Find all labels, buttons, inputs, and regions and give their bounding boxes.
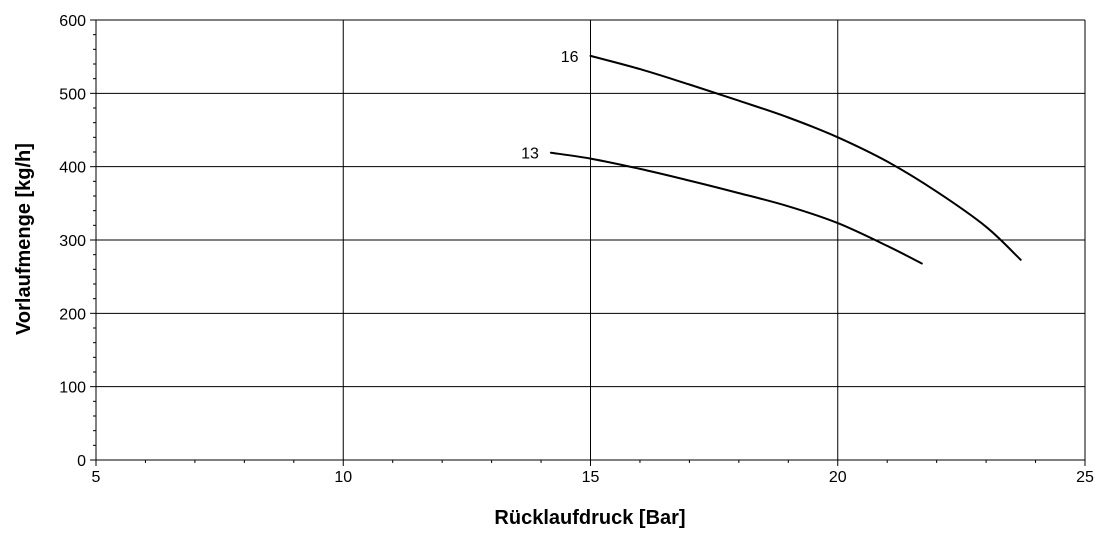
series-label-16: 16 [561, 49, 579, 66]
x-tick-labels: 5 10 15 20 25 [92, 469, 1094, 486]
grid [96, 19, 1086, 460]
x-tick-label: 10 [334, 469, 352, 486]
series-line-16 [589, 54, 1022, 261]
y-tick-label: 600 [59, 13, 86, 30]
y-tick-label: 0 [77, 453, 86, 470]
x-tick-label: 15 [582, 469, 600, 486]
y-axis-title: Vorlaufmenge [kg/h] [13, 143, 35, 335]
y-tick-labels: 0 100 200 300 400 500 600 [59, 13, 86, 470]
series-lines [549, 54, 1022, 265]
series-line-13 [549, 151, 923, 265]
x-tick-label: 5 [92, 469, 101, 486]
x-axis-title: Rücklaufdruck [Bar] [494, 507, 685, 529]
y-tick-label: 400 [59, 160, 86, 177]
y-tick-label: 200 [59, 306, 86, 323]
y-tick-label: 500 [59, 86, 86, 103]
y-tick-label: 100 [59, 380, 86, 397]
x-tick-label: 25 [1076, 469, 1094, 486]
series-label-13: 13 [521, 146, 539, 163]
axes [90, 19, 1086, 466]
x-tick-label: 20 [829, 469, 847, 486]
y-tick-label: 300 [59, 233, 86, 250]
